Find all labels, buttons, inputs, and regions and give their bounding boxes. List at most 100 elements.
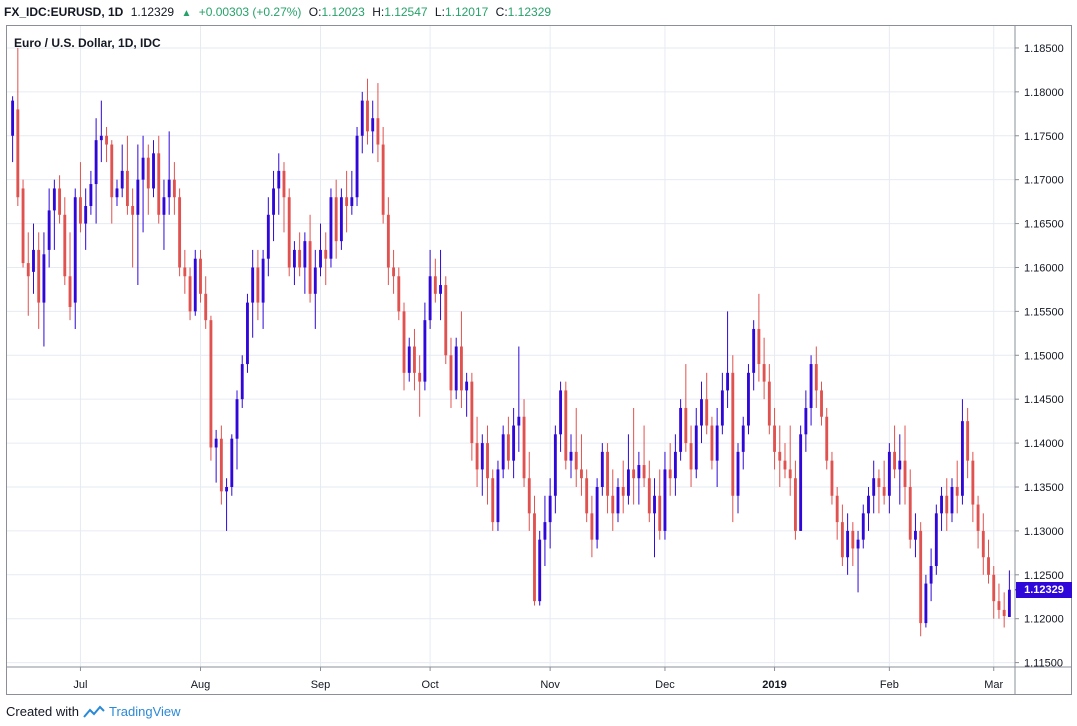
open-label: O: bbox=[308, 5, 322, 19]
candle-down bbox=[731, 372, 735, 496]
candle-up bbox=[94, 140, 98, 185]
candle-down bbox=[992, 574, 996, 602]
candle-up bbox=[235, 399, 239, 439]
candle-down bbox=[757, 328, 761, 365]
candle-up bbox=[261, 258, 265, 303]
candle-down bbox=[710, 425, 714, 461]
candle-up bbox=[272, 188, 275, 215]
candle-up bbox=[136, 179, 140, 215]
candle-up bbox=[439, 285, 442, 294]
candle-down bbox=[204, 293, 208, 321]
candle-up bbox=[480, 443, 484, 470]
candle-up bbox=[240, 364, 244, 400]
y-tick-label: 1.17500 bbox=[1024, 131, 1064, 143]
candle-down bbox=[470, 381, 474, 444]
candle-down bbox=[449, 355, 453, 391]
candle-down bbox=[345, 197, 349, 207]
candle-up bbox=[517, 416, 521, 426]
candle-up bbox=[292, 249, 296, 268]
candle-down bbox=[1002, 609, 1006, 617]
candle-up bbox=[214, 438, 218, 448]
candle-up bbox=[950, 486, 954, 514]
candle-down bbox=[997, 601, 1001, 610]
candle-up bbox=[465, 381, 469, 391]
candle-up bbox=[193, 258, 197, 312]
tradingview-brand[interactable]: TradingView bbox=[108, 704, 181, 719]
candle-up bbox=[663, 469, 667, 531]
candle-up bbox=[355, 135, 359, 198]
candle-down bbox=[381, 144, 385, 215]
footer: Created with TradingView bbox=[6, 704, 181, 719]
candle-up bbox=[73, 197, 77, 303]
candle-down bbox=[981, 530, 985, 558]
y-tick-label: 1.11500 bbox=[1024, 658, 1063, 670]
candle-down bbox=[955, 486, 959, 496]
last-price: 1.12329 bbox=[130, 5, 175, 19]
close-label: C: bbox=[495, 5, 508, 19]
symbol-name: FX_IDC:EURUSD, 1D bbox=[4, 5, 124, 19]
candle-down bbox=[580, 469, 583, 479]
symbol-header: FX_IDC:EURUSD, 1D 1.12329 ▲ +0.00303 (+0… bbox=[0, 0, 1077, 24]
x-tick-label: Oct bbox=[422, 679, 439, 691]
candle-up bbox=[538, 539, 542, 602]
candle-down bbox=[658, 495, 662, 531]
candle-down bbox=[684, 407, 688, 444]
candle-up bbox=[339, 197, 343, 242]
candle-up bbox=[569, 451, 573, 461]
candle-up bbox=[141, 157, 145, 180]
candle-up bbox=[700, 399, 703, 426]
candle-down bbox=[146, 157, 150, 189]
candle-down bbox=[79, 197, 82, 224]
candle-up bbox=[720, 390, 724, 426]
candle-down bbox=[298, 249, 302, 268]
candle-down bbox=[611, 495, 615, 514]
candle-up bbox=[266, 214, 270, 259]
candle-down bbox=[825, 416, 829, 461]
candle-down bbox=[334, 197, 338, 242]
candle-up bbox=[99, 135, 103, 141]
candle-down bbox=[444, 285, 448, 356]
candle-down bbox=[976, 504, 980, 531]
candle-up bbox=[846, 530, 850, 558]
candle-down bbox=[392, 267, 396, 277]
x-tick-label: Jul bbox=[73, 679, 87, 691]
candle-up bbox=[887, 451, 891, 496]
candle-down bbox=[131, 206, 135, 215]
candle-down bbox=[908, 486, 912, 540]
candle-down bbox=[621, 486, 625, 496]
candle-down bbox=[506, 434, 510, 461]
candle-up bbox=[303, 241, 307, 268]
candle-down bbox=[814, 364, 818, 391]
candle-up bbox=[313, 267, 317, 294]
candle-down bbox=[647, 478, 651, 514]
candle-down bbox=[157, 153, 161, 215]
candle-down bbox=[418, 372, 422, 382]
candle-up bbox=[548, 495, 552, 523]
candle-up bbox=[898, 460, 902, 470]
candle-up bbox=[360, 100, 364, 136]
candle-up bbox=[246, 302, 249, 365]
candle-down bbox=[183, 267, 187, 277]
candle-down bbox=[376, 118, 380, 145]
candle-down bbox=[63, 214, 67, 277]
candle-down bbox=[209, 320, 213, 448]
candle-up bbox=[428, 276, 432, 321]
high-label: H: bbox=[372, 5, 385, 19]
candle-down bbox=[308, 241, 312, 294]
candle-down bbox=[110, 144, 114, 198]
candle-down bbox=[574, 451, 578, 470]
candle-up bbox=[616, 486, 620, 514]
candle-up bbox=[726, 372, 730, 391]
candle-up bbox=[553, 434, 557, 496]
candle-down bbox=[893, 451, 897, 470]
candle-down bbox=[919, 530, 923, 624]
last-price-label: 1.12329 bbox=[1016, 581, 1072, 598]
open-value: 1.12023 bbox=[321, 5, 365, 19]
candle-down bbox=[840, 522, 844, 558]
candle-up bbox=[277, 170, 281, 189]
candle-up bbox=[804, 407, 808, 435]
candle-up bbox=[867, 495, 870, 514]
y-tick-label: 1.13000 bbox=[1024, 526, 1064, 538]
candle-down bbox=[58, 188, 62, 215]
